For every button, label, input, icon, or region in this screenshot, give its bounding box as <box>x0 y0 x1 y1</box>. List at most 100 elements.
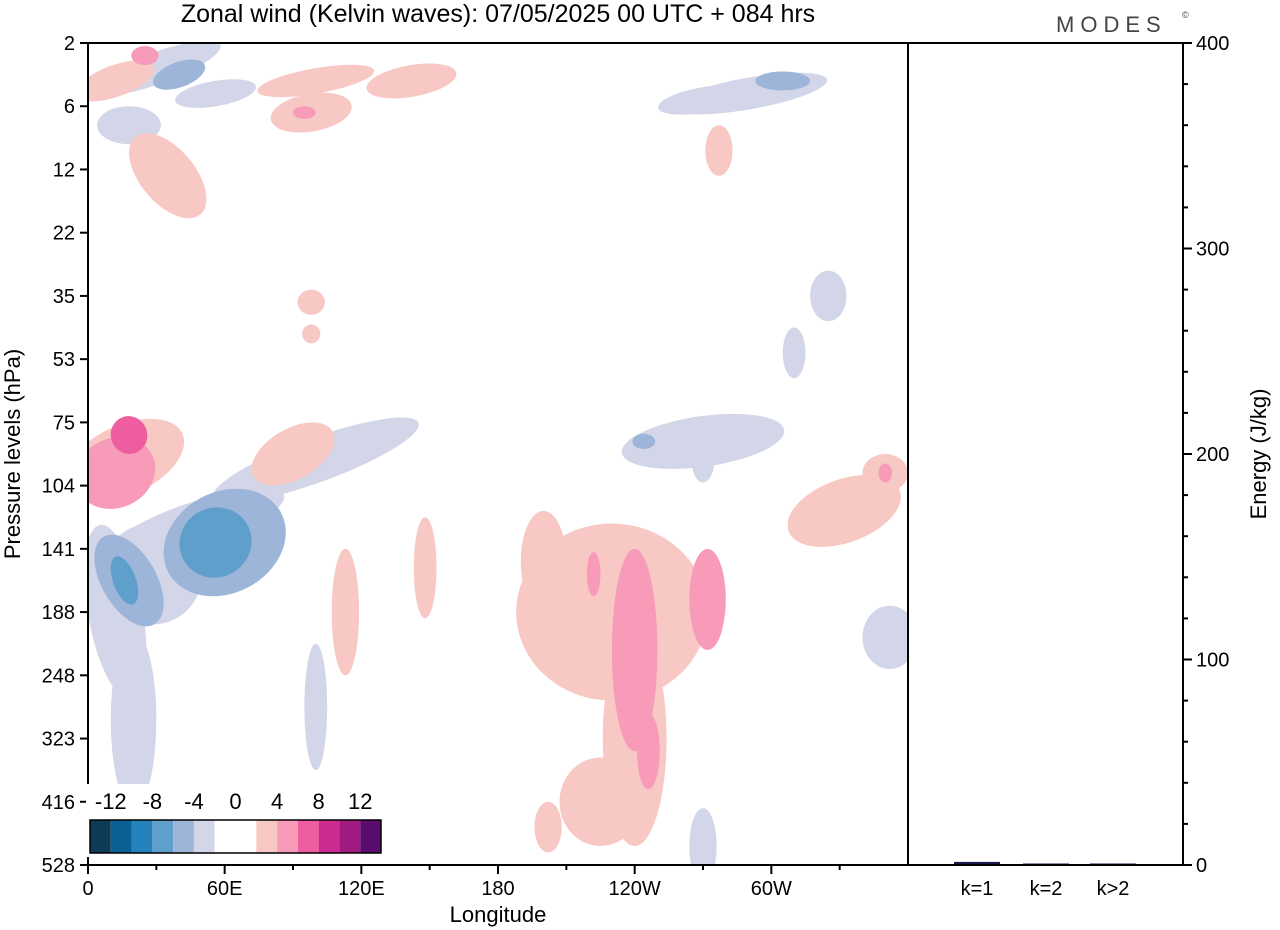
colorbar-legend: -12 -8 -4 0 4 8 12 <box>86 784 385 857</box>
wind-anomaly-region <box>413 517 437 619</box>
wind-anomaly-region <box>611 548 658 752</box>
colorbar-swatch <box>318 820 340 853</box>
y-axis-label: Pressure levels (hPa) <box>0 349 25 559</box>
colorbar-swatch <box>214 820 257 853</box>
heatmap-frame <box>87 42 909 866</box>
y-tick-label: 141 <box>42 539 75 561</box>
colorbar-swatch <box>152 820 174 853</box>
y-tick-label: 53 <box>53 349 75 371</box>
energy-axis-label: Energy (J/kg) <box>1246 389 1271 520</box>
colorbar-swatch <box>277 820 298 853</box>
colorbar-swatch <box>193 820 215 853</box>
colorbar-swatch <box>110 820 132 853</box>
wind-anomaly-region <box>153 59 206 90</box>
colorbar-swatch <box>360 820 381 853</box>
wavenumber-axis: k=1 k=2 k>2 <box>961 878 1130 900</box>
wind-anomaly-region <box>88 60 155 102</box>
energy-category-label: k=2 <box>1030 878 1063 900</box>
energy-tick-label: 300 <box>1196 239 1229 261</box>
wind-anomaly-region <box>179 507 252 578</box>
modes-logo: MODES © <box>1056 10 1189 37</box>
energy-tick-label: 0 <box>1196 855 1207 877</box>
y-tick-label: 12 <box>53 159 75 181</box>
heatmap-fields <box>88 43 908 865</box>
colorbar-tick-label: -8 <box>143 789 163 814</box>
x-tick-label: 0 <box>82 878 93 900</box>
x-tick-label: 60E <box>207 878 243 900</box>
colorbar-frame <box>89 819 382 854</box>
energy-bar <box>954 861 1000 865</box>
colorbar-tick-label: 4 <box>271 789 283 814</box>
energy-tick-label: 200 <box>1196 444 1229 466</box>
wind-anomaly-region <box>755 71 811 91</box>
wind-anomaly-region <box>632 433 656 449</box>
energy-category-label: k=1 <box>961 878 994 900</box>
y-tick-label: 323 <box>42 729 75 751</box>
energy-axis: 0 100 200 300 400 <box>1183 33 1229 877</box>
energy-tick-label: 100 <box>1196 650 1229 672</box>
wind-anomaly-region <box>257 64 375 98</box>
y-tick-label: 248 <box>42 665 75 687</box>
wind-anomaly-region <box>689 808 717 865</box>
colorbar-swatch <box>256 820 278 853</box>
wind-anomaly-region <box>586 552 601 597</box>
wind-anomaly-region <box>331 548 360 676</box>
colorbar-tick-label: 0 <box>229 789 241 814</box>
colorbar-swatch <box>173 820 194 853</box>
y-tick-label: 104 <box>42 476 75 498</box>
wind-anomaly-region <box>293 106 316 119</box>
chart-title: Zonal wind (Kelvin waves): 07/05/2025 00… <box>181 0 815 28</box>
colorbar-swatch <box>131 820 153 853</box>
x-tick-label: 180 <box>481 878 514 900</box>
wind-anomaly-region <box>878 463 893 483</box>
wind-anomaly-region <box>110 631 157 809</box>
wind-anomaly-region <box>534 801 562 853</box>
wind-anomaly-region <box>559 757 642 847</box>
x-tick-label: 60W <box>751 878 792 900</box>
heatmap-plot: 2 6 12 22 35 53 75 104 141 188 248 323 416 528 0 60E 12… <box>0 33 909 927</box>
wind-anomaly-region <box>110 416 148 454</box>
energy-bar-chart: 0 100 200 300 400 k=1 k=2 k>2 Energy (J/kg) <box>907 33 1271 900</box>
longitude-axis: 0 60E 120E 180 120W 60W <box>82 865 841 900</box>
wind-anomaly-region <box>658 85 748 115</box>
wind-anomaly-region <box>297 289 325 315</box>
y-tick-label: 75 <box>53 412 75 434</box>
wind-anomaly-region <box>131 46 159 66</box>
colorbar-swatch <box>90 820 111 853</box>
y-tick-label: 6 <box>64 96 75 118</box>
wind-anomaly-region <box>691 438 715 483</box>
colorbar-tick-label: -4 <box>184 789 204 814</box>
wind-anomaly-region <box>689 548 726 651</box>
wind-anomaly-region <box>787 474 901 547</box>
wind-anomaly-region <box>862 605 908 669</box>
wind-anomaly-region <box>302 324 321 344</box>
wind-anomaly-region <box>88 437 156 509</box>
y-tick-label: 188 <box>42 602 75 624</box>
wind-anomaly-region <box>705 125 733 176</box>
colorbar-swatch <box>339 820 361 853</box>
y-tick-label: 416 <box>42 792 75 814</box>
wind-anomaly-region <box>636 713 660 790</box>
wind-anomaly-region <box>520 510 567 613</box>
colorbar-tick-label: -12 <box>95 789 127 814</box>
wind-anomaly-region <box>304 643 328 771</box>
y-tick-label: 22 <box>53 223 75 245</box>
wind-anomaly-region <box>251 422 335 486</box>
wind-anomaly-region <box>810 270 847 322</box>
brand-name: MODES <box>1056 12 1167 37</box>
wind-anomaly-region <box>366 63 457 99</box>
x-tick-label: 120W <box>609 878 661 900</box>
colorbar-swatch <box>297 820 319 853</box>
wind-anomaly-region <box>782 327 806 379</box>
x-tick-label: 120E <box>338 878 385 900</box>
energy-category-label: k>2 <box>1097 878 1130 900</box>
energy-frame <box>907 42 1184 866</box>
y-tick-label: 35 <box>53 286 75 308</box>
wind-anomaly-region <box>175 79 256 108</box>
energy-tick-label: 400 <box>1196 33 1229 55</box>
x-axis-label: Longitude <box>450 902 547 927</box>
colorbar-tick-label: 12 <box>348 789 372 814</box>
brand-mark: © <box>1182 10 1189 20</box>
y-tick-label: 2 <box>64 33 75 55</box>
